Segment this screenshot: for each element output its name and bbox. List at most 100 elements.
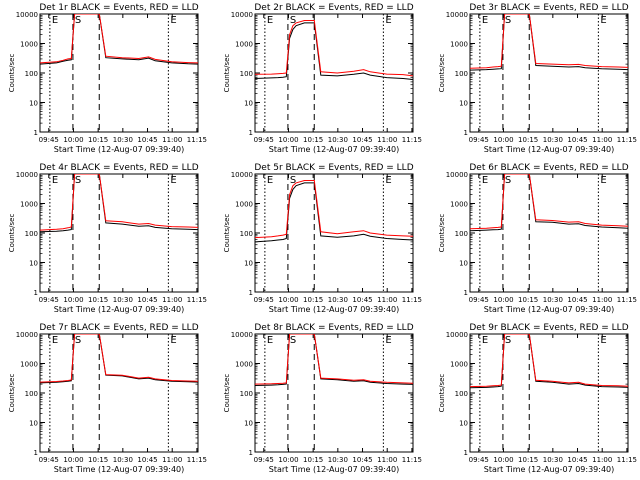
panel-det-8: Det 8r BLACK = Events, RED = LLD 1 10 100 10… [223,323,422,474]
y-tick-label: 100 [25,230,38,238]
y-axis-label: Counts/sec [223,214,231,253]
x-tick-label: 11:15 [402,456,422,464]
y-tick-label: 1000 [450,201,468,209]
y-axis-label: Counts/sec [438,214,446,253]
y-tick-label: 10000 [231,171,253,179]
panel-det-6: Det 6r BLACK = Events, RED = LLD 1 10 100 10… [438,163,637,314]
panel-title: Det 2r BLACK = Events, RED = LLD [254,3,413,13]
y-tick-label: 1000 [20,201,38,209]
marker-label: S [75,335,81,346]
marker-label: E [385,175,391,186]
x-tick-label: 11:00 [377,296,397,304]
series-lld-line [470,174,628,230]
y-tick-label: 1 [34,449,38,457]
series-events-line [470,14,628,71]
x-tick-label: 10:45 [137,296,157,304]
y-tick-label: 10 [459,260,468,268]
x-tick-label: 10:45 [567,296,587,304]
panel-title: Det 9r BLACK = Events, RED = LLD [469,323,628,333]
marker-label: E [267,335,273,346]
marker-label: E [267,175,273,186]
panel-title: Det 7r BLACK = Events, RED = LLD [39,323,198,333]
y-tick-label: 10000 [16,11,38,19]
x-tick-label: 10:00 [63,136,83,144]
x-tick-label: 11:15 [402,296,422,304]
panel-det-3: Det 3r BLACK = Events, RED = LLD 1 10 100 10… [438,3,637,154]
series-events-line [255,22,413,80]
y-tick-label: 10 [244,420,253,428]
y-tick-label: 10 [459,100,468,108]
marker-label: E [600,335,606,346]
x-tick-label: 11:15 [617,296,637,304]
y-tick-label: 100 [240,390,253,398]
marker-label: S [505,175,511,186]
plot-frame [469,333,629,453]
x-tick-label: 11:00 [592,456,612,464]
series-lld-line [470,14,628,69]
y-tick-label: 100 [25,70,38,78]
y-tick-label: 10000 [16,331,38,339]
series-lld-line [255,334,413,385]
x-tick-label: 11:00 [377,456,397,464]
series-lld-line [40,174,198,231]
panel-title: Det 5r BLACK = Events, RED = LLD [254,163,413,173]
y-axis-label: Counts/sec [438,374,446,413]
x-tick-label: 11:15 [617,456,637,464]
x-tick-label: 11:15 [187,296,207,304]
x-tick-label: 09:45 [254,296,274,304]
x-tick-label: 10:45 [352,456,372,464]
x-tick-label: 10:30 [328,296,348,304]
y-tick-label: 10000 [446,331,468,339]
x-axis-label: Start Time (12-Aug-07 09:39:40) [54,465,185,474]
x-axis-label: Start Time (12-Aug-07 09:39:40) [484,465,615,474]
panel-title: Det 1r BLACK = Events, RED = LLD [39,3,198,13]
x-axis-label: Start Time (12-Aug-07 09:39:40) [54,305,185,314]
panel-title: Det 6r BLACK = Events, RED = LLD [469,163,628,173]
y-tick-label: 1000 [235,41,253,49]
y-tick-label: 1000 [450,361,468,369]
y-tick-label: 1 [34,129,38,137]
marker-label: E [385,15,391,26]
panel-det-9: Det 9r BLACK = Events, RED = LLD 1 10 100 10… [438,323,637,474]
y-tick-label: 1 [464,289,468,297]
marker-label: E [52,15,58,26]
x-tick-label: 11:00 [377,136,397,144]
x-tick-label: 11:00 [162,296,182,304]
y-tick-label: 1000 [235,361,253,369]
x-tick-label: 10:30 [113,296,133,304]
x-tick-label: 10:45 [567,456,587,464]
plot-frame [39,333,199,453]
panel-title: Det 4r BLACK = Events, RED = LLD [39,163,198,173]
y-tick-label: 10000 [446,11,468,19]
marker-label: E [600,15,606,26]
y-tick-label: 1000 [20,361,38,369]
x-tick-label: 10:30 [543,296,563,304]
x-tick-label: 11:15 [187,456,207,464]
x-tick-label: 10:00 [493,136,513,144]
x-tick-label: 10:45 [137,136,157,144]
marker-label: E [482,15,488,26]
plot-frame [39,173,199,293]
x-tick-label: 10:15 [303,136,323,144]
panel-det-4: Det 4r BLACK = Events, RED = LLD 1 10 100 10… [8,163,207,314]
x-axis-label: Start Time (12-Aug-07 09:39:40) [484,145,615,154]
x-tick-label: 10:45 [352,136,372,144]
x-tick-label: 10:45 [567,136,587,144]
series-events-line [470,334,628,389]
series-lld-line [255,180,413,239]
y-tick-label: 1 [249,129,253,137]
x-tick-label: 10:15 [88,296,108,304]
y-tick-label: 1000 [450,41,468,49]
x-axis-label: Start Time (12-Aug-07 09:39:40) [269,465,400,474]
x-tick-label: 11:00 [592,136,612,144]
x-tick-label: 11:15 [187,136,207,144]
x-tick-label: 11:00 [592,296,612,304]
series-lld-line [470,334,628,388]
x-tick-label: 10:30 [113,136,133,144]
marker-label: S [505,335,511,346]
x-tick-label: 09:45 [254,456,274,464]
y-tick-label: 1000 [235,201,253,209]
y-tick-label: 1000 [20,41,38,49]
y-tick-label: 100 [240,230,253,238]
panel-title: Det 3r BLACK = Events, RED = LLD [469,3,628,13]
